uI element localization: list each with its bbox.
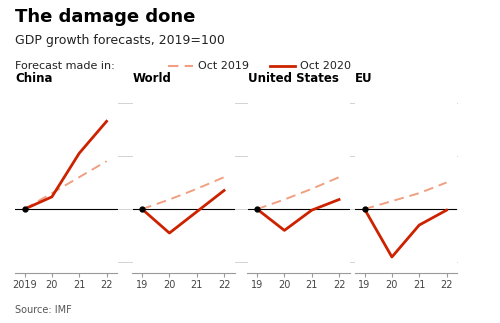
Text: Source: IMF: Source: IMF (15, 305, 72, 315)
Text: EU: EU (355, 72, 372, 85)
Text: China: China (15, 72, 52, 85)
Text: Oct 2019: Oct 2019 (198, 61, 248, 71)
Text: United States: United States (248, 72, 338, 85)
Text: GDP growth forecasts, 2019=100: GDP growth forecasts, 2019=100 (15, 34, 225, 47)
Text: World: World (132, 72, 172, 85)
Text: Oct 2020: Oct 2020 (300, 61, 351, 71)
Text: Forecast made in:: Forecast made in: (15, 61, 115, 71)
Text: The damage done: The damage done (15, 8, 196, 26)
